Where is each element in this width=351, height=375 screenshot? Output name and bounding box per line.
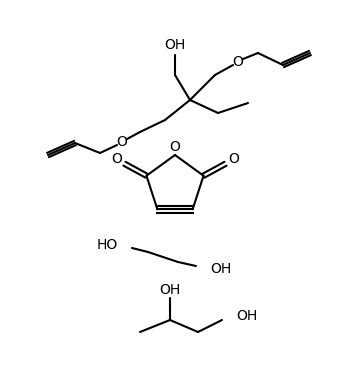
Text: OH: OH <box>236 309 257 323</box>
Text: O: O <box>111 152 122 166</box>
Text: OH: OH <box>210 262 231 276</box>
Text: O: O <box>170 140 180 154</box>
Text: OH: OH <box>159 283 181 297</box>
Text: O: O <box>228 152 239 166</box>
Text: O: O <box>233 55 244 69</box>
Text: O: O <box>117 135 127 149</box>
Text: OH: OH <box>164 38 186 52</box>
Text: HO: HO <box>97 238 118 252</box>
